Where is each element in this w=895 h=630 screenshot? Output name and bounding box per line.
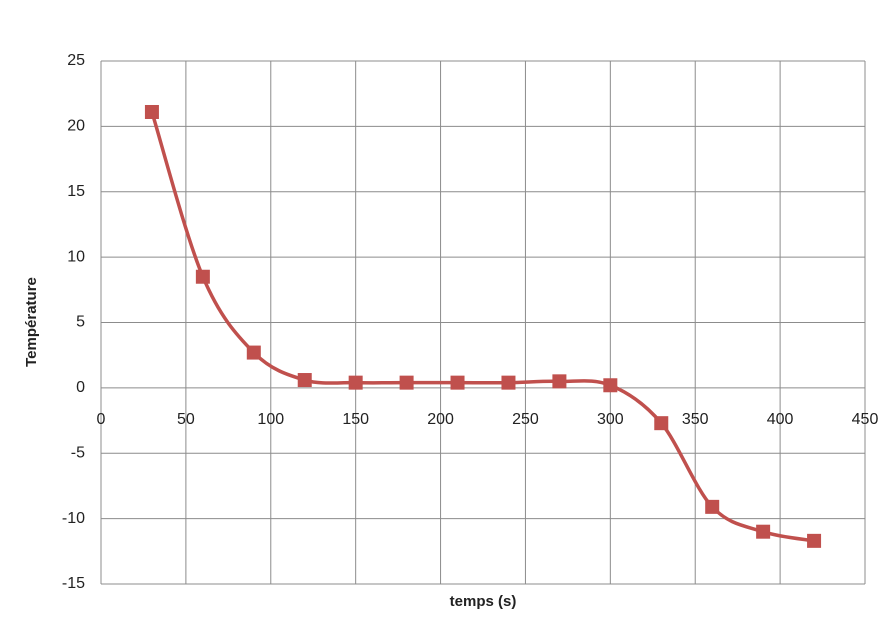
- x-axis-title: temps (s): [450, 593, 517, 610]
- y-tick-label: -10: [62, 510, 85, 527]
- data-point: [348, 375, 363, 390]
- data-point: [246, 345, 261, 360]
- y-tick-label: 0: [76, 379, 85, 396]
- y-tick-label: -15: [62, 575, 85, 592]
- series-line: [150, 111, 815, 543]
- x-tick-label: 300: [597, 411, 624, 428]
- data-point: [450, 375, 465, 390]
- x-tick-label: 400: [767, 411, 794, 428]
- data-point: [501, 375, 516, 390]
- x-tick-label: 250: [512, 411, 539, 428]
- y-tick-label: 25: [67, 52, 85, 69]
- data-point: [552, 374, 567, 389]
- data-point: [195, 269, 210, 284]
- data-point: [144, 104, 159, 119]
- x-tick-label: 450: [852, 411, 879, 428]
- x-tick-label: 50: [177, 411, 195, 428]
- data-point: [807, 533, 822, 548]
- y-tick-label: 15: [67, 183, 85, 200]
- y-tick-label: 20: [67, 118, 85, 135]
- data-point: [297, 373, 312, 388]
- x-tick-label: 150: [342, 411, 369, 428]
- y-tick-label: -5: [71, 444, 85, 461]
- data-point: [399, 375, 414, 390]
- data-point: [705, 499, 720, 514]
- y-tick-label: 5: [76, 314, 85, 331]
- data-point: [756, 524, 771, 539]
- x-tick-label: 100: [257, 411, 284, 428]
- data-point: [603, 378, 618, 393]
- x-tick-label: 350: [682, 411, 709, 428]
- y-tick-label: 10: [67, 248, 85, 265]
- x-tick-label: 200: [427, 411, 454, 428]
- data-point: [654, 416, 669, 431]
- x-tick-label: 0: [97, 411, 106, 428]
- y-axis-title: Température: [23, 277, 40, 367]
